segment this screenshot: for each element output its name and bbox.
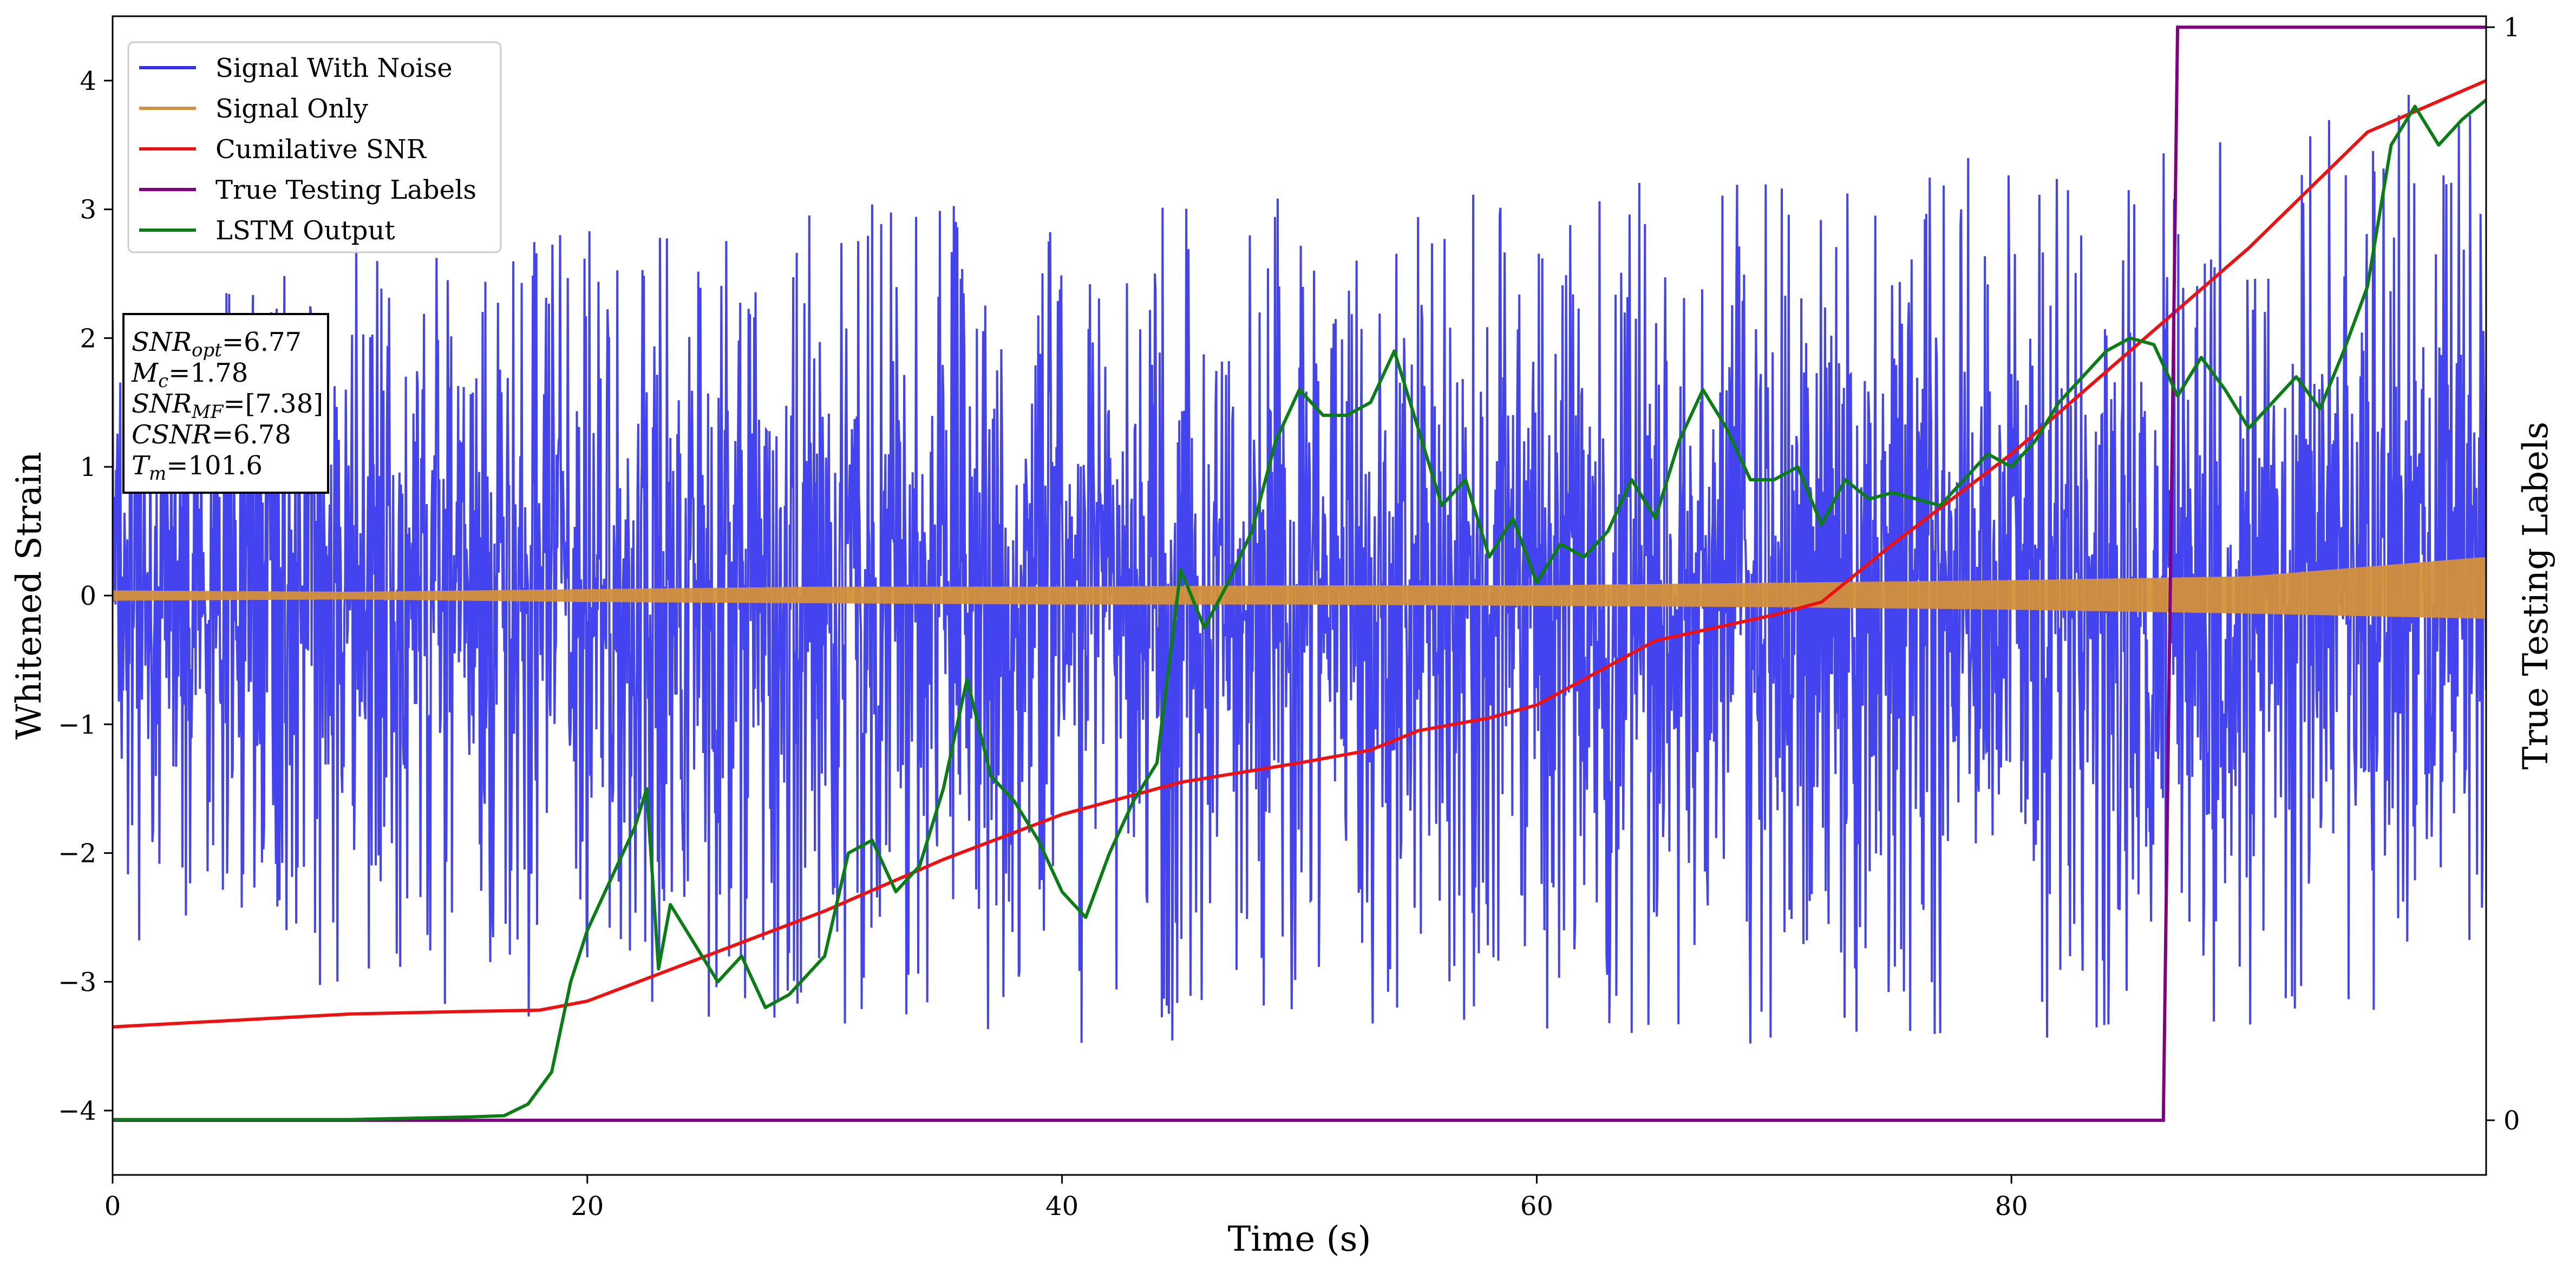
x-tick-label: 40	[1045, 1191, 1078, 1221]
y-tick-label: 2	[80, 323, 96, 354]
y-tick-label: 3	[80, 195, 96, 225]
y-axis-label: Whitened Strain	[9, 452, 49, 739]
signal-with-noise-series	[113, 95, 2486, 1044]
stats-annotation-line: Mc=1.78	[131, 358, 248, 392]
legend-entries: Signal With Noise Signal Only Cumilative S…	[139, 53, 476, 246]
signal-only-band	[113, 557, 2486, 619]
legend-label-lstm-output: LSTM Output	[215, 215, 395, 246]
true-testing-labels-line	[113, 25, 2486, 1122]
lstm-output-line	[113, 99, 2486, 1121]
stats-annotation-frame	[122, 313, 329, 494]
stats-annotation-box: SNRopt=6.77Mc=1.78SNRMF=[7.38]CSNR=6.78T…	[122, 313, 329, 494]
y-axis-right: 01	[2486, 12, 2520, 1136]
stats-annotation-line: Tm=101.6	[132, 450, 263, 485]
y2-tick-label: 0	[2503, 1106, 2520, 1136]
y-axis-left: −4 −3 −2 −1 0 1 2 3 4	[58, 66, 113, 1126]
y-tick-label: −3	[58, 967, 96, 997]
legend-label-signal-only: Signal Only	[215, 94, 368, 124]
y-tick-label: −1	[58, 710, 96, 740]
y-tick-label: 1	[80, 452, 96, 482]
y2-axis-label: True Testing Labels	[2516, 422, 2556, 770]
stats-annotation-line: SNRMF=[7.38]	[132, 389, 323, 423]
signal-with-noise-trace	[113, 95, 2486, 1044]
x-axis: 0 20 40 60 80	[104, 1175, 2028, 1221]
y2-tick-label: 1	[2503, 12, 2520, 43]
plot-area	[113, 25, 2486, 1122]
x-tick-label: 80	[1995, 1191, 2028, 1221]
x-tick-label: 20	[571, 1191, 604, 1221]
stats-annotation-lines: SNRopt=6.77Mc=1.78SNRMF=[7.38]CSNR=6.78T…	[131, 327, 323, 485]
legend: Signal With Noise Signal Only Cumilative S…	[127, 41, 502, 253]
y-tick-label: 4	[80, 66, 96, 96]
y-tick-label: 0	[80, 581, 96, 611]
stats-annotation-line: SNRopt=6.77	[132, 327, 302, 361]
y-tick-label: −4	[58, 1096, 96, 1126]
cumulative-snr-line	[113, 79, 2486, 1029]
legend-frame	[127, 41, 502, 253]
legend-label-cumulative-snr: Cumilative SNR	[215, 134, 427, 165]
legend-label-signal-with-noise: Signal With Noise	[215, 53, 453, 83]
x-axis-label: Time (s)	[1228, 1219, 1371, 1259]
signal-only-series	[113, 557, 2486, 619]
x-tick-label: 60	[1520, 1191, 1553, 1221]
legend-label-true-labels: True Testing Labels	[215, 175, 476, 205]
x-tick-label: 0	[104, 1191, 121, 1221]
y-tick-label: −2	[58, 839, 96, 869]
stats-annotation-line: CSNR=6.78	[132, 420, 291, 450]
